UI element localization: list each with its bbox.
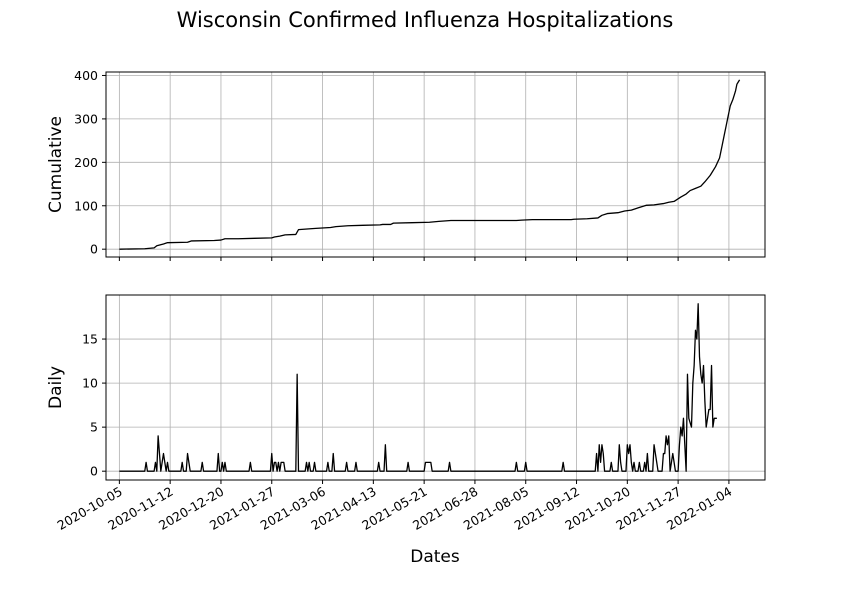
y-tick-label: 100: [74, 198, 98, 213]
y-tick-label: 200: [74, 155, 98, 170]
x-axis-title: Dates: [410, 547, 460, 567]
y-tick-label: 10: [82, 376, 98, 391]
y-tick-label: 5: [90, 420, 98, 435]
cumulative-series-line: [119, 79, 741, 250]
chart-title: Wisconsin Confirmed Influenza Hospitaliz…: [176, 8, 674, 32]
daily-panel: 0 5 10 15 Daily: [46, 294, 766, 484]
daily-y-axis-title: Daily: [46, 366, 66, 409]
daily-series-line: [119, 303, 717, 472]
y-tick-label: 0: [90, 242, 98, 257]
daily-axes-frame: [105, 294, 766, 481]
y-tick-label: 300: [74, 111, 98, 126]
y-tick-label: 400: [74, 68, 98, 83]
x-axis: 2020-10-052020-11-122020-12-202021-01-27…: [54, 484, 734, 533]
y-tick-label: 15: [82, 332, 98, 347]
cumulative-panel: 0 100 200 300 400 Cumulative: [46, 68, 766, 261]
cumulative-y-axis-title: Cumulative: [46, 116, 66, 213]
y-tick-label: 0: [90, 464, 98, 479]
cumulative-axes-frame: [105, 71, 766, 258]
